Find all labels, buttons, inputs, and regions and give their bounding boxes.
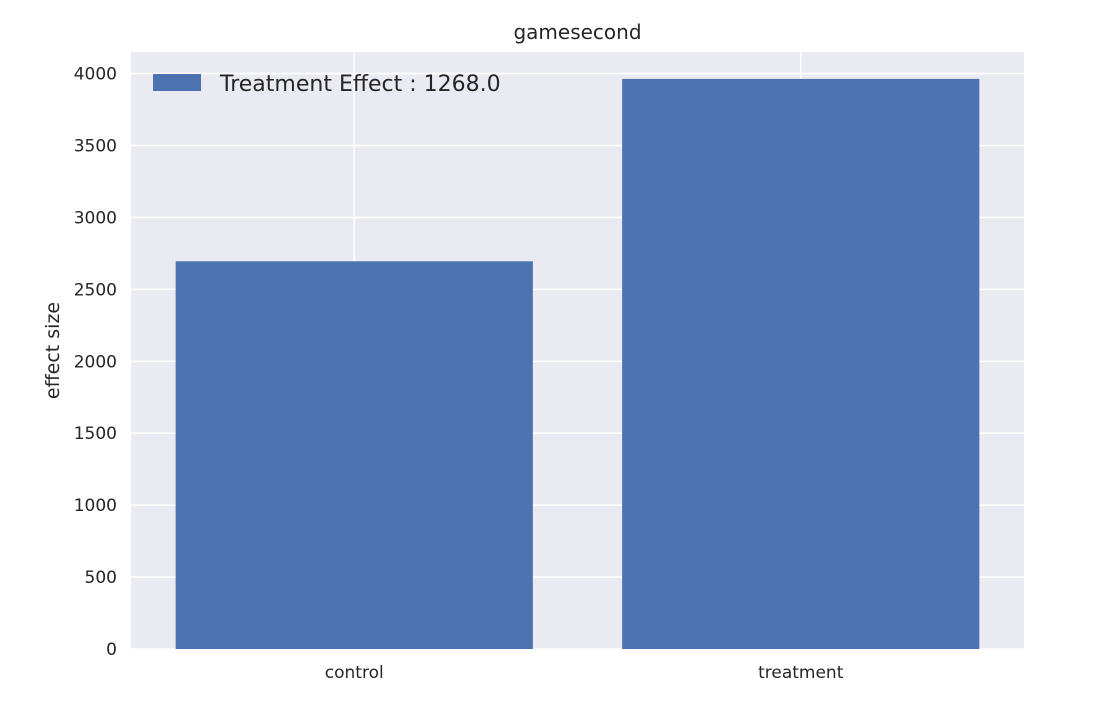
y-tick-label: 1500	[74, 424, 117, 444]
x-tick-label: control	[325, 663, 384, 683]
y-tick-label: 4000	[74, 65, 117, 85]
y-tick-label: 2500	[74, 280, 117, 300]
y-tick-label: 3500	[74, 137, 117, 157]
y-tick-label: 1000	[74, 496, 117, 516]
x-tick-label: treatment	[758, 663, 844, 683]
legend-swatch	[153, 74, 201, 91]
legend: Treatment Effect : 1268.0	[153, 72, 501, 97]
y-axis-ticks: 0 500 1000 1500 2000 2500 3000 3500 4000	[74, 65, 117, 660]
y-tick-label: 3000	[74, 208, 117, 228]
y-axis-label: effect size	[42, 302, 64, 399]
y-tick-label: 500	[85, 568, 117, 588]
y-tick-label: 2000	[74, 352, 117, 372]
legend-label: Treatment Effect : 1268.0	[219, 72, 501, 97]
x-axis-ticks: control treatment	[325, 663, 844, 683]
chart-title: gamesecond	[513, 20, 641, 44]
y-tick-label: 0	[106, 640, 117, 660]
bar-control	[175, 261, 533, 649]
bars	[175, 78, 980, 650]
bar-treatment	[622, 78, 980, 650]
